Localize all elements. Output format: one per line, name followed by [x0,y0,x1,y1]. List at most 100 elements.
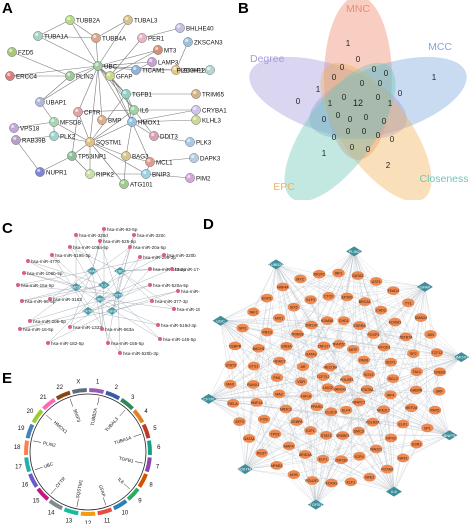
tf-label: SRF [436,390,444,394]
mirna-node [162,253,166,257]
target-gene-node [200,393,217,404]
ppi-node-highlight [129,118,133,123]
tf-edge [220,297,267,321]
ppi-node-label: MCL1 [156,160,173,167]
tf-node [282,441,296,451]
ppi-edge [89,65,99,143]
tf-node [273,389,286,399]
tf-edge [261,453,316,505]
target-gene-label: UBC [216,318,225,323]
tf-edge [245,384,254,470]
chromosome-arc [31,409,44,424]
tf-edge [276,264,396,323]
panel-c-label: C [2,220,13,237]
ppi-node-label: SQSTM1 [96,140,122,147]
tf-edge [275,264,311,431]
tf-edge [208,398,370,478]
tf-label: E2F1 [306,429,315,433]
tf-node [270,373,284,382]
venn-region-count: 0 [364,113,369,122]
ppi-node-label: IL6 [140,108,149,115]
tf-node [260,327,274,337]
mirna-label: hsa-miR-5195-3p [55,253,91,258]
tf-node [424,329,437,339]
ppi-node-highlight [37,98,41,103]
gene-label: GFAP [87,270,98,274]
tf-edge [276,356,462,466]
chromosome-arc [80,511,96,516]
mirna-label: hsa-miR-525-5p [103,239,136,244]
tf-node [351,271,364,280]
tf-label: NFE2L2 [377,408,390,412]
mirna-node [102,227,106,231]
tf-label: KDM5A [321,319,334,323]
tf-edge [245,353,312,470]
tf-label: NFATC1 [352,401,366,405]
tf-node [353,321,366,330]
ppi-node-label: UBAP1 [46,100,67,107]
ppi-edge [39,75,71,103]
chromosome-arc [55,390,71,401]
target-gene-label: BNIP3 [444,433,456,438]
target-gene-node [416,281,433,292]
tf-label: SP2 [410,352,417,356]
tf-node [384,390,397,400]
ppi-node-highlight [155,46,159,51]
mirna-label: hsa-miR-93-5p [107,227,138,232]
mirna-edge [29,286,77,322]
tf-node [287,302,301,312]
gene-node [94,295,106,303]
panel-a-ppi-network: TUBB2A TUBAL3 BHLHE40 TUBA1A TUBB4A PER1 ZKSCA… [5,15,227,189]
tf-node [335,455,348,465]
tf-edge [293,307,316,505]
mirna-edge [111,268,151,312]
ppi-node [105,71,115,81]
mirna-edge [19,310,113,330]
tf-node [250,397,263,407]
ppi-node-label: PLK2 [60,134,76,141]
gene-label: TGFB1 [106,310,118,314]
mirna-edge [21,284,105,302]
ppi-node-highlight [177,24,181,29]
tf-edge [208,274,320,400]
gene-node [106,307,118,315]
mirna-node [106,341,110,345]
ppi-node [5,71,15,81]
tf-edge [208,398,240,422]
mirna-edge [103,284,161,340]
tf-node [369,277,383,286]
ppi-node-label: PLK3 [196,140,212,147]
tf-edge [368,286,425,375]
tf-label: MITF [349,348,358,352]
tf-edge [253,264,277,312]
venn-region-count: 0 [340,63,345,72]
ppi-node-label: KLHL3 [202,118,221,125]
ppi-node-highlight [123,152,127,157]
mirna-edge [75,246,131,288]
tf-node [255,448,268,458]
tf-label: MECOM [323,365,337,369]
ppi-node-label: RIPK2 [96,172,114,179]
tf-label: PAX6 [359,359,368,363]
mirna-node [48,297,52,301]
tf-edge [253,365,450,436]
tf-label: TEAD4 [387,289,399,293]
tf-edge [258,348,462,358]
tf-label: GATA1 [244,437,255,441]
tf-label: CTCF [324,295,334,299]
ppi-node-label: LAMP3 [158,60,179,67]
tf-edge [208,290,394,400]
tf-edge [245,344,340,470]
tf-label: USF1 [372,280,381,284]
tf-edge [315,322,396,505]
tf-node [305,320,318,330]
tf-edge [275,264,354,350]
ppi-edge [53,121,91,143]
chromosome-arc [63,507,79,516]
ppi-node-highlight [69,152,73,157]
ppi-edge [77,109,135,113]
tf-node [339,405,353,415]
chromosome-arc [144,457,152,473]
ppi-node-highlight [143,170,147,175]
mirna-edge [99,298,159,326]
